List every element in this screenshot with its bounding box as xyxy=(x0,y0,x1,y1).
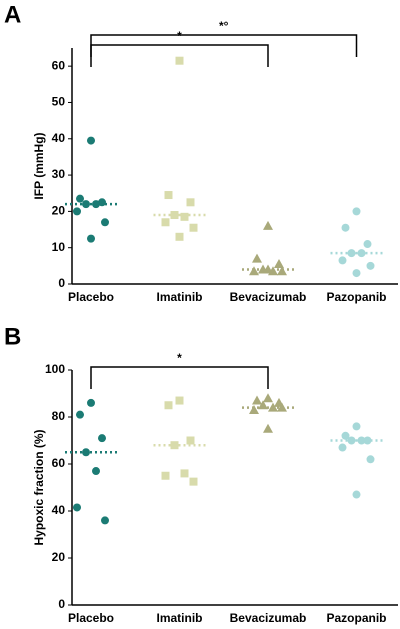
y-tick-label: 20 xyxy=(52,204,66,218)
point xyxy=(252,395,262,405)
point xyxy=(189,477,198,486)
point xyxy=(347,249,356,258)
y-tick-label: 60 xyxy=(52,58,66,72)
point xyxy=(82,200,90,209)
significance-bracket xyxy=(90,34,358,57)
point xyxy=(161,218,170,227)
point xyxy=(363,240,372,249)
point xyxy=(175,232,184,241)
y-tick-label: 0 xyxy=(58,276,65,290)
point xyxy=(73,503,81,512)
point xyxy=(338,443,347,452)
point xyxy=(341,223,350,232)
panel-label: B xyxy=(4,323,21,350)
point xyxy=(352,490,361,499)
point xyxy=(252,253,262,263)
point xyxy=(87,234,95,243)
point xyxy=(76,410,84,419)
y-tick-label: 40 xyxy=(52,131,66,145)
point xyxy=(277,266,287,276)
point xyxy=(263,393,273,403)
y-tick-label: 40 xyxy=(52,503,66,517)
x-tick-label: Placebo xyxy=(68,611,114,625)
point xyxy=(186,198,195,207)
x-tick-label: Pazopanib xyxy=(326,611,386,625)
y-tick-label: 20 xyxy=(52,550,66,564)
point xyxy=(98,434,106,443)
point xyxy=(366,261,375,270)
point xyxy=(338,256,347,265)
x-tick-label: Pazopanib xyxy=(326,290,386,304)
point xyxy=(101,516,109,525)
x-tick-label: Imatinib xyxy=(156,290,202,304)
point xyxy=(82,448,90,457)
y-tick-label: 80 xyxy=(52,409,66,423)
point xyxy=(347,436,356,445)
point xyxy=(101,218,109,227)
point xyxy=(180,212,189,221)
y-axis-label: IFP (mmHg) xyxy=(32,132,46,199)
point xyxy=(249,266,259,276)
point xyxy=(352,422,361,431)
y-tick-label: 30 xyxy=(52,167,66,181)
y-axis-label: Hypoxic fraction (%) xyxy=(32,429,46,545)
point xyxy=(189,223,198,232)
point xyxy=(277,402,287,412)
point xyxy=(164,401,173,410)
x-tick-label: Bevacizumab xyxy=(230,290,307,304)
y-tick-label: 50 xyxy=(52,95,66,109)
x-tick-label: Bevacizumab xyxy=(230,611,307,625)
y-tick-label: 100 xyxy=(45,362,65,376)
significance-label: * xyxy=(177,351,182,365)
point xyxy=(170,441,179,450)
y-tick-label: 10 xyxy=(52,240,66,254)
point xyxy=(87,136,95,145)
point xyxy=(164,191,173,200)
point xyxy=(87,398,95,407)
y-tick-label: 0 xyxy=(58,597,65,611)
significance-label: *° xyxy=(219,19,229,33)
point xyxy=(357,249,366,258)
point xyxy=(274,259,284,269)
point xyxy=(175,396,184,405)
point xyxy=(263,423,273,433)
point xyxy=(363,436,372,445)
point xyxy=(352,207,361,216)
x-tick-label: Placebo xyxy=(68,290,114,304)
point xyxy=(76,194,84,203)
panel-label: A xyxy=(4,1,21,28)
point xyxy=(263,264,273,274)
point xyxy=(357,436,366,445)
point xyxy=(186,436,195,445)
significance-bracket xyxy=(90,366,269,389)
point xyxy=(366,455,375,464)
point xyxy=(73,207,81,216)
point xyxy=(92,467,100,476)
point xyxy=(258,400,268,410)
y-tick-label: 60 xyxy=(52,456,66,470)
point xyxy=(263,220,273,230)
point xyxy=(268,402,278,412)
point xyxy=(98,198,106,207)
point xyxy=(352,269,361,278)
point xyxy=(161,471,170,480)
point xyxy=(92,200,100,209)
point xyxy=(180,469,189,478)
point xyxy=(175,56,184,65)
point xyxy=(341,431,350,440)
significance-label: * xyxy=(177,29,182,43)
point xyxy=(170,211,179,220)
point xyxy=(249,404,259,414)
x-tick-label: Imatinib xyxy=(156,611,202,625)
